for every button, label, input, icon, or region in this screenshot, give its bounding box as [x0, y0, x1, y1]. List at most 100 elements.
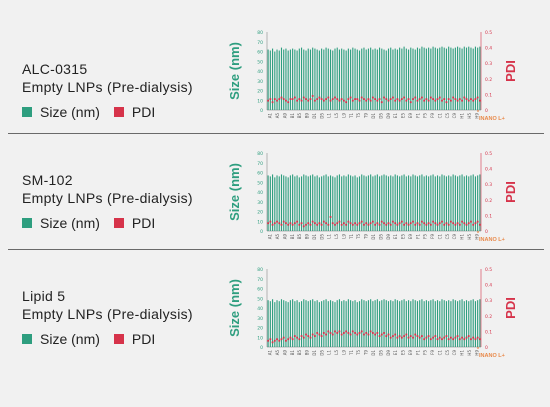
pdi-point [403, 335, 405, 337]
size-bar [298, 177, 300, 231]
size-bar [309, 300, 312, 347]
pdi-point [307, 222, 310, 225]
size-bar [358, 301, 361, 347]
pdi-point [478, 99, 481, 102]
x-tick-label: C5 [445, 113, 450, 119]
pdi-point [389, 223, 392, 226]
pdi-point [349, 333, 352, 336]
y-tick-label: 0 [260, 229, 263, 235]
pdi-point [347, 220, 350, 223]
pdi-point [267, 99, 270, 102]
size-bar [307, 48, 309, 110]
size-bar [439, 176, 441, 231]
x-tick-label: H9 [474, 113, 479, 119]
pdi-point [282, 220, 285, 223]
size-bar [387, 301, 390, 347]
pdi-point [298, 98, 301, 100]
size-bar [425, 300, 427, 347]
pdi-point [336, 222, 339, 225]
pdi-point [311, 333, 314, 336]
size-bar [280, 174, 283, 231]
size-bar [423, 176, 425, 231]
x-tick-label: H1 [460, 113, 465, 119]
size-bar [410, 301, 412, 347]
size-bar [430, 48, 432, 110]
legend: Size (nm) PDI [22, 104, 193, 120]
pdi-point [450, 336, 452, 339]
y2-tick-label: 0.4 [485, 167, 492, 173]
pdi-point [280, 96, 283, 99]
size-bar [448, 175, 450, 231]
pdi-point [351, 330, 354, 333]
pdi-point [282, 336, 285, 339]
size-bar [370, 47, 372, 110]
x-tick-label: L1 [327, 113, 332, 118]
pdi-point [427, 99, 430, 102]
pdi-point [423, 338, 426, 341]
size-bar [316, 49, 318, 110]
size-bar [334, 302, 336, 347]
size-bar [379, 176, 381, 231]
pdi-point [300, 335, 303, 337]
size-bar [336, 300, 338, 347]
pdi-point [307, 335, 310, 337]
pdi-point [331, 333, 334, 336]
pdi-point [378, 98, 381, 100]
size-bar [410, 47, 412, 110]
size-bar [392, 49, 394, 110]
pdi-point [387, 333, 390, 336]
pdi-point [405, 99, 408, 102]
size-bar [345, 176, 347, 231]
pdi-point [296, 99, 298, 102]
y-axis-title: Size (nm) [227, 163, 242, 221]
pdi-point [316, 223, 319, 226]
size-bar [338, 174, 341, 231]
x-tick-label: B9 [305, 350, 310, 356]
size-bar [383, 49, 385, 110]
inano-brand-label: INANO L+ [479, 237, 505, 243]
pdi-point [329, 99, 332, 102]
size-bar [394, 299, 396, 347]
legend-size: Size (nm) [22, 331, 100, 347]
size-bar [450, 301, 452, 347]
size-bar [287, 50, 289, 110]
pdi-point [452, 222, 455, 225]
divider [8, 133, 544, 134]
size-bar [405, 176, 407, 231]
size-bar [374, 48, 376, 110]
chart-row-lipid5: Lipid 5 Empty LNPs (Pre-dialysis) Size (… [0, 249, 550, 367]
size-bar [292, 299, 294, 347]
size-bar [396, 300, 398, 347]
pdi-point [363, 223, 365, 226]
size-bar [329, 300, 332, 347]
sample-description: Empty LNPs (Pre-dialysis) [22, 306, 193, 322]
pdi-point [478, 223, 481, 226]
size-bar [314, 176, 316, 231]
pdi-point [416, 99, 419, 102]
pdi-point [336, 98, 339, 100]
size-bar [321, 176, 323, 231]
y2-axis-title: PDI [503, 297, 518, 319]
size-bar [445, 301, 448, 347]
size-bar [445, 176, 448, 231]
pdi-point [398, 335, 401, 337]
size-bar [379, 301, 381, 347]
pdi-point [425, 98, 428, 100]
x-tick-label: D5 [378, 113, 383, 119]
size-bar [329, 49, 332, 110]
size-bar [472, 299, 474, 347]
pdi-point [463, 222, 466, 225]
size-bar [474, 176, 476, 231]
size-bar [439, 47, 441, 110]
size-bar [338, 299, 341, 347]
pdi-point [314, 222, 316, 225]
size-bar [303, 174, 305, 231]
size-bar [280, 47, 283, 110]
size-bar [465, 47, 468, 110]
pdi-point [336, 332, 339, 334]
size-bar [403, 299, 405, 347]
size-bar [468, 176, 470, 231]
size-bar [296, 175, 298, 231]
x-tick-label: E1 [393, 234, 398, 240]
size-bar [347, 48, 349, 110]
